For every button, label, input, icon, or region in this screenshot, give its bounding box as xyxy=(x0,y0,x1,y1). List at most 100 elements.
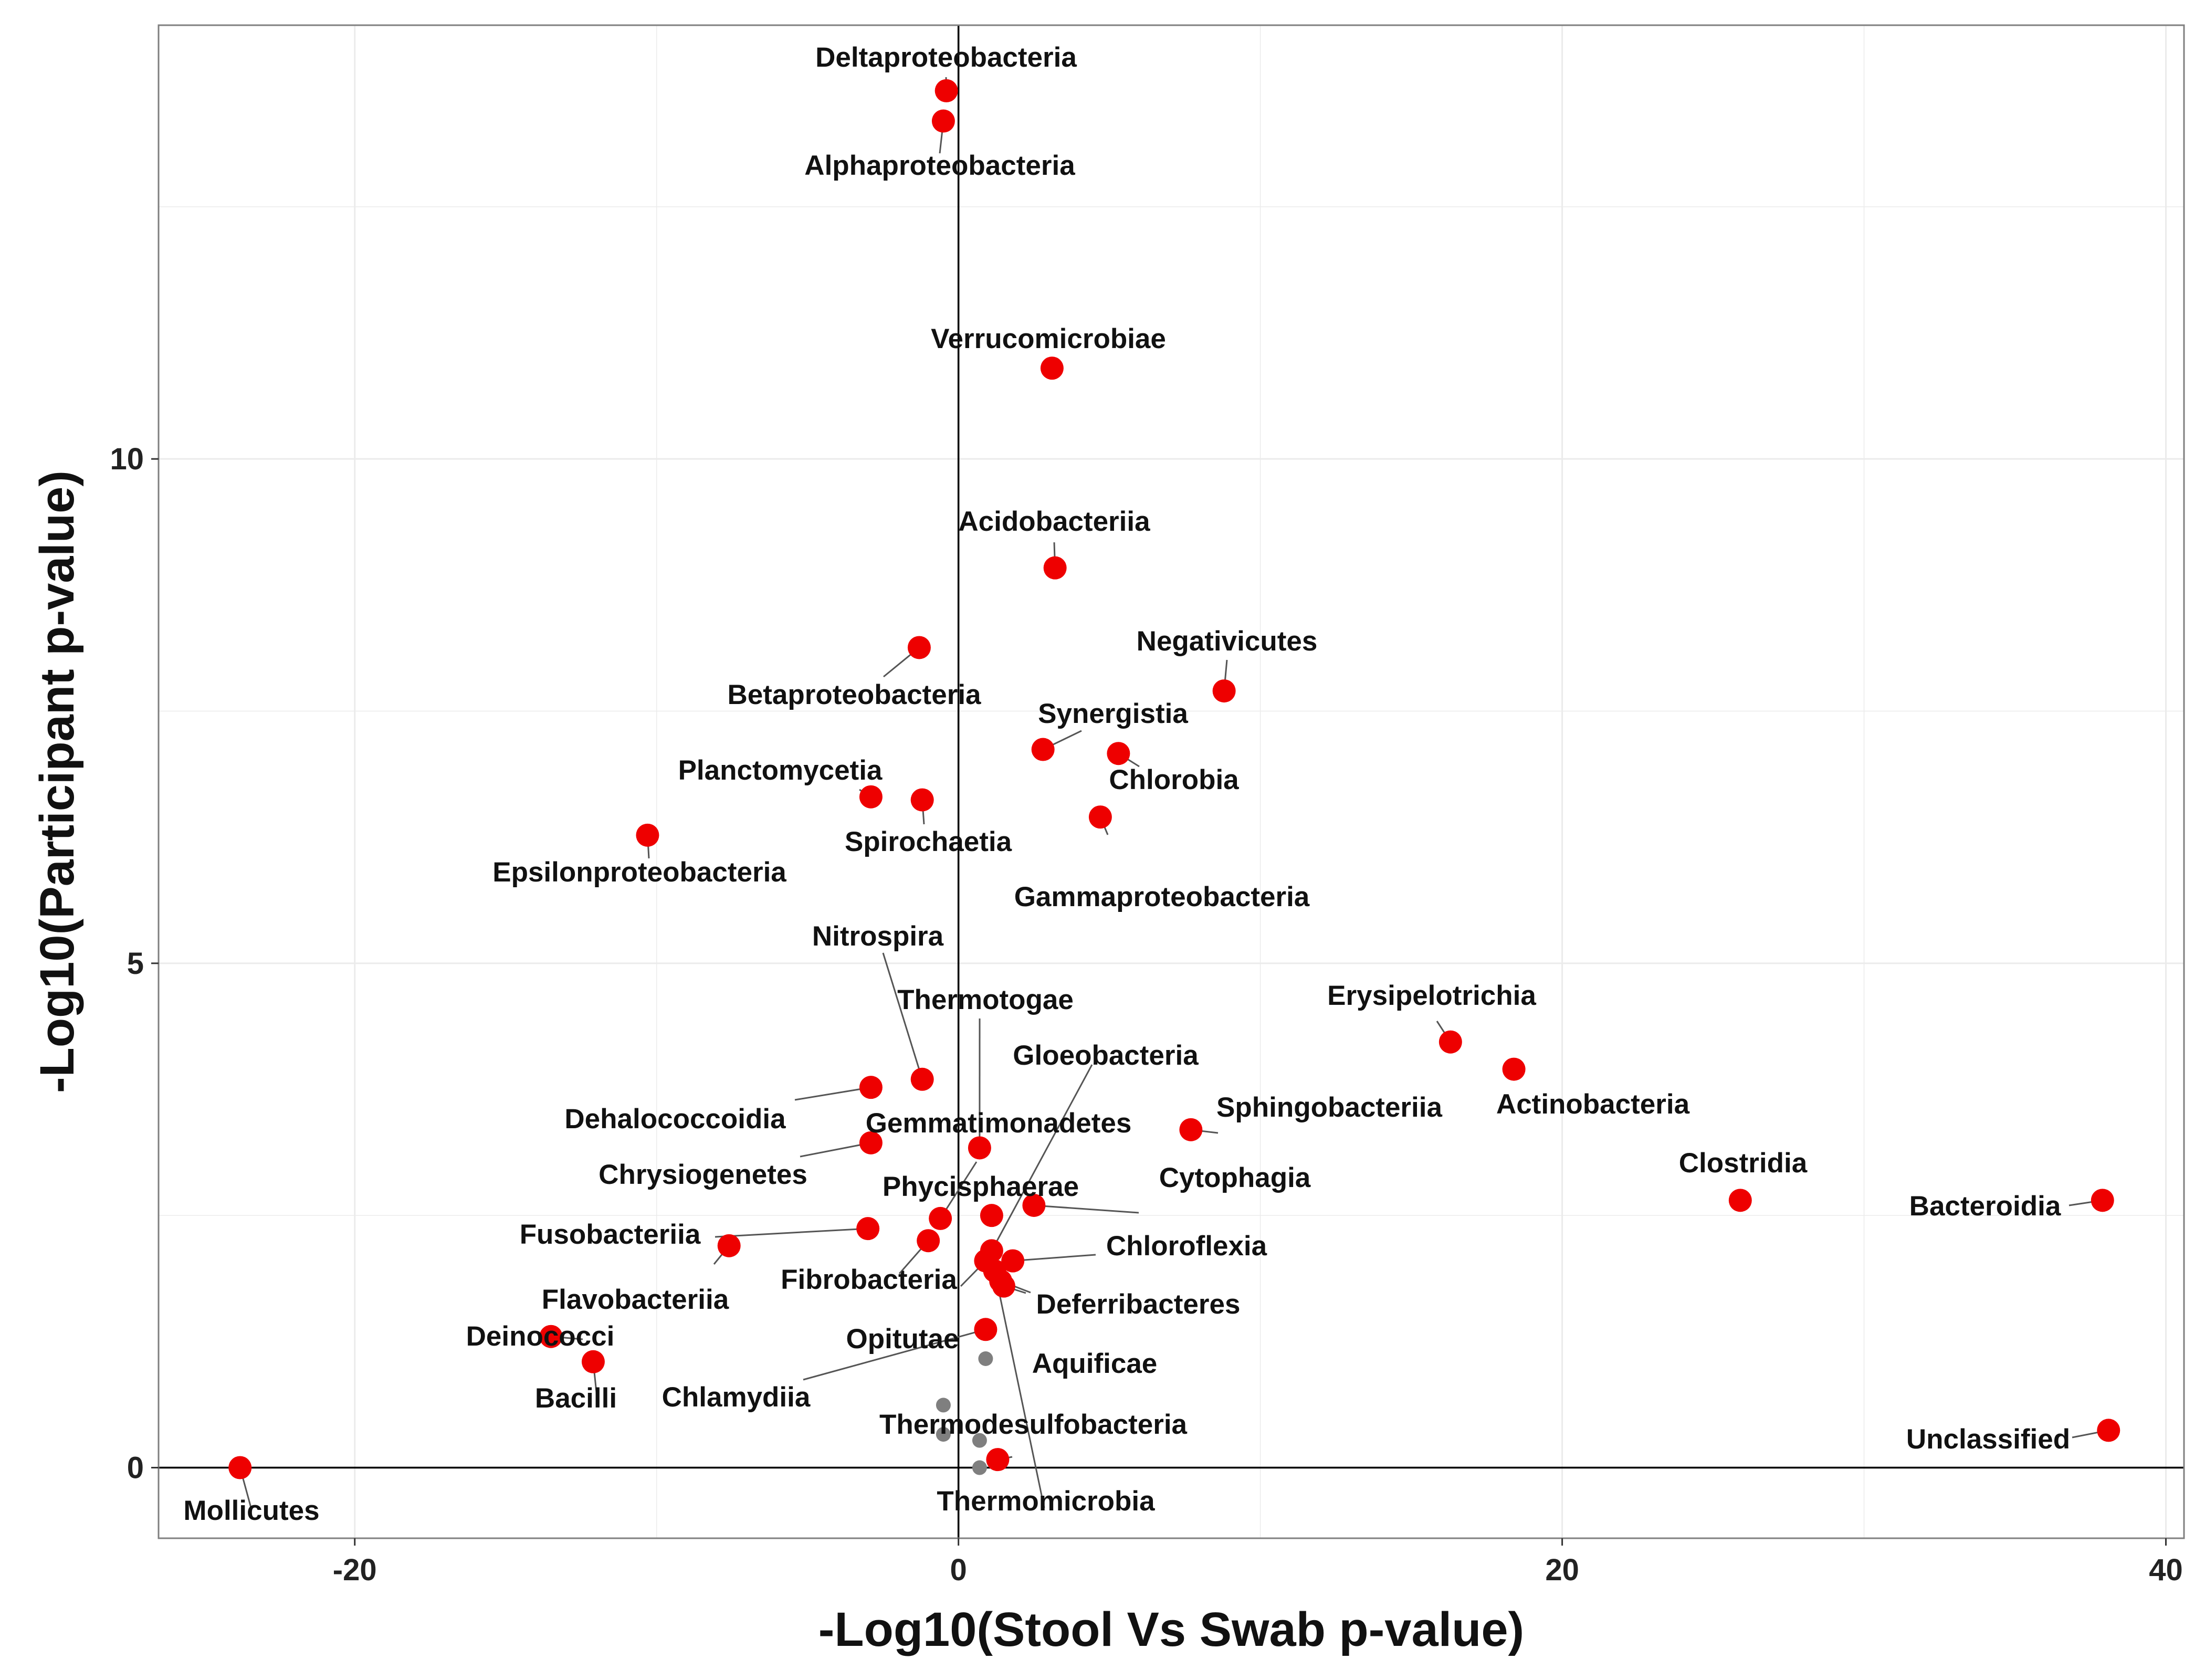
point-label: Betaproteobacteria xyxy=(727,679,981,710)
point-label: Deltaproteobacteria xyxy=(815,42,1077,73)
point-labels: Deltaproteobacteria Alphaproteobacteria Ve… xyxy=(183,42,2070,1526)
significant-point xyxy=(228,1456,252,1479)
leader-line xyxy=(991,1064,1093,1252)
panel-border xyxy=(158,24,2185,1539)
point-label: Deferribacteres xyxy=(1036,1289,1241,1320)
significant-point xyxy=(1088,805,1112,829)
point-label: Fibrobacteria xyxy=(781,1264,957,1295)
significant-point xyxy=(1107,742,1130,765)
significant-point xyxy=(859,785,883,808)
significant-point xyxy=(910,1067,934,1091)
zero-reference-lines xyxy=(159,25,2184,1538)
point-label: Synergistia xyxy=(1038,698,1188,729)
point-label: Unclassified xyxy=(1906,1424,2070,1455)
leader-line xyxy=(715,1227,868,1238)
point-label: Gammaproteobacteria xyxy=(1014,881,1310,912)
significant-point xyxy=(859,1076,883,1099)
significant-point xyxy=(983,1259,1006,1283)
point-label: Chlamydiia xyxy=(662,1382,811,1413)
x-tick-label: 20 xyxy=(1545,1553,1579,1587)
point-label: Epsilonproteobacteria xyxy=(492,857,786,888)
significant-point xyxy=(1438,1030,1462,1054)
nonsignificant-point xyxy=(936,1427,951,1442)
nonsignificant-point xyxy=(936,1398,951,1413)
point-label: Chlorobia xyxy=(1109,764,1239,795)
significant-point xyxy=(910,788,934,812)
leader-line xyxy=(1013,1254,1096,1262)
significant-point xyxy=(717,1234,741,1257)
y-tick-label: 0 xyxy=(127,1451,144,1485)
point-label: Planctomycetia xyxy=(678,755,883,786)
point-label: Dehalococcoidia xyxy=(564,1104,786,1135)
point-label: Opitutae xyxy=(846,1324,959,1354)
point-label: Actinobacteria xyxy=(1496,1089,1690,1120)
significant-point xyxy=(974,1318,998,1341)
point-label: Fusobacteriia xyxy=(520,1219,701,1250)
point-label: Spirochaetia xyxy=(845,826,1012,857)
point-label: Aquificae xyxy=(1032,1348,1158,1379)
significant-point xyxy=(2097,1419,2120,1442)
significant-point xyxy=(539,1325,563,1348)
significant-point xyxy=(1001,1249,1025,1273)
point-label: Chloroflexia xyxy=(1106,1231,1267,1262)
significant-point xyxy=(986,1448,1010,1472)
point-label: Gloeobacteria xyxy=(1013,1040,1199,1071)
point-label: Negativicutes xyxy=(1137,626,1318,657)
significant-point xyxy=(931,109,955,133)
leader-line xyxy=(882,952,923,1080)
significant-point xyxy=(856,1217,880,1241)
significant-point xyxy=(934,79,958,102)
point-label: Verrucomicrobiae xyxy=(931,323,1166,354)
point-label: Mollicutes xyxy=(183,1495,319,1526)
leader-line xyxy=(803,1328,986,1381)
point-label: Flavobacteriia xyxy=(542,1284,729,1315)
significant-point xyxy=(917,1229,940,1253)
nonsignificant-point xyxy=(972,1460,987,1475)
point-label: Clostridia xyxy=(1679,1148,1808,1179)
significant-point xyxy=(1212,679,1236,703)
significant-point xyxy=(968,1136,991,1160)
significant-point xyxy=(1043,556,1067,580)
point-label: Thermotogae xyxy=(897,984,1074,1015)
y-axis-ticks: 0 5 10 xyxy=(110,442,159,1485)
x-axis-title: -Log10(Stool Vs Swab p-value) xyxy=(818,1603,1524,1656)
y-tick-label: 5 xyxy=(127,947,144,981)
point-label: Chrysiogenetes xyxy=(598,1159,807,1190)
significant-point xyxy=(980,1204,1003,1227)
point-label: Acidobacteriia xyxy=(958,506,1150,537)
leader-line xyxy=(800,1142,872,1158)
significant-point xyxy=(1022,1193,1046,1217)
point-label: Erysipelotrichia xyxy=(1327,980,1536,1011)
point-label: Bacilli xyxy=(535,1383,617,1414)
significant-point xyxy=(907,636,931,659)
point-label: Gemmatimonadetes xyxy=(866,1108,1132,1139)
nonsignificant-point xyxy=(978,1351,993,1367)
point-label: Cytophagia xyxy=(1159,1162,1311,1193)
point-label: Bacteroidia xyxy=(1909,1191,2061,1222)
point-label: Phycisphaerae xyxy=(883,1171,1079,1202)
point-label: Sphingobacteriia xyxy=(1216,1092,1442,1123)
point-label: Nitrospira xyxy=(812,921,944,952)
plot-panel xyxy=(159,25,2184,1538)
point-label: Thermodesulfobacteria xyxy=(879,1409,1188,1440)
significant-point xyxy=(1502,1057,1526,1081)
x-tick-label: 40 xyxy=(2149,1553,2183,1587)
y-tick-label: 10 xyxy=(110,442,144,476)
x-tick-label: -20 xyxy=(333,1553,377,1587)
leader-line xyxy=(794,1086,872,1101)
significant-point xyxy=(859,1131,883,1154)
significant-point xyxy=(929,1206,952,1230)
leader-line xyxy=(1034,1204,1139,1214)
significant-point xyxy=(636,823,659,847)
significant-point xyxy=(1031,738,1055,761)
significant-point xyxy=(1179,1118,1203,1141)
nonsignificant-point xyxy=(972,1433,987,1448)
point-label: Alphaproteobacteria xyxy=(804,150,1075,181)
significant-point xyxy=(2091,1189,2114,1212)
point-label: Thermomicrobia xyxy=(937,1486,1155,1517)
leader-line xyxy=(994,1270,1045,1508)
x-tick-label: 0 xyxy=(950,1553,967,1587)
x-axis-ticks: -20 0 20 40 xyxy=(333,1538,2183,1587)
significant-point xyxy=(1728,1189,1752,1212)
